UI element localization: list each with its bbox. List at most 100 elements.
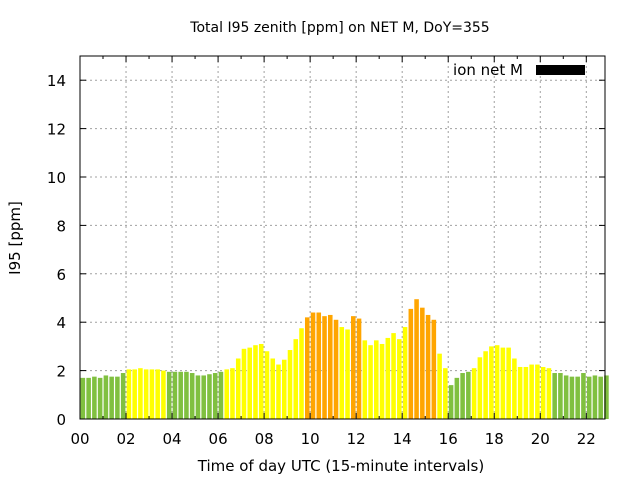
bar	[368, 345, 373, 419]
x-tick-label: 10	[301, 430, 320, 448]
x-tick-label: 20	[531, 430, 550, 448]
bar	[86, 377, 91, 419]
bar	[397, 339, 402, 419]
bar	[103, 375, 109, 419]
bar	[345, 329, 350, 419]
bar	[166, 371, 172, 419]
bar	[270, 358, 276, 419]
bar	[379, 343, 385, 419]
x-tick-label: 00	[70, 430, 89, 448]
bar	[132, 369, 137, 419]
bar	[586, 376, 592, 419]
bar	[483, 351, 488, 419]
bar	[224, 369, 229, 419]
bar	[161, 370, 166, 419]
bar	[281, 359, 287, 419]
x-tick-label: 16	[439, 430, 458, 448]
bar	[333, 319, 339, 419]
bar	[477, 357, 483, 419]
bar	[402, 327, 408, 419]
bar	[494, 345, 500, 419]
bar	[327, 314, 333, 419]
bar	[207, 374, 212, 419]
x-tick-label: 06	[209, 430, 228, 448]
chart-title: Total I95 zenith [ppm] on NET M, DoY=355	[189, 20, 489, 36]
legend: ion net M	[453, 61, 585, 79]
bar	[184, 371, 189, 419]
bar	[235, 358, 241, 419]
bar	[374, 340, 379, 419]
bar	[425, 314, 431, 419]
bar	[155, 369, 160, 419]
bar	[97, 377, 103, 419]
bar	[195, 375, 201, 419]
bar	[351, 316, 356, 419]
bar	[362, 340, 368, 419]
bar	[460, 373, 465, 419]
bar	[437, 353, 442, 419]
ticks	[79, 56, 605, 420]
grid	[80, 56, 605, 419]
bar	[247, 347, 253, 419]
bar	[322, 316, 327, 419]
bar	[126, 369, 132, 419]
x-tick-label: 02	[116, 430, 135, 448]
bar	[414, 299, 419, 419]
bar	[535, 364, 540, 419]
bar	[563, 375, 569, 419]
bar	[143, 369, 149, 419]
bar	[443, 368, 448, 419]
bar	[512, 358, 517, 419]
legend-swatch	[536, 65, 585, 75]
y-tick-label: 12	[47, 121, 66, 139]
y-tick-label: 4	[56, 314, 66, 332]
y-tick-label: 6	[56, 266, 66, 284]
bar	[517, 366, 523, 419]
x-axis-label: Time of day UTC (15-minute intervals)	[197, 457, 484, 475]
bar	[115, 376, 120, 419]
bar	[569, 376, 575, 419]
x-tick-label: 08	[255, 430, 274, 448]
bar	[546, 368, 552, 419]
bar	[172, 371, 178, 419]
x-tick-label: 14	[393, 430, 412, 448]
bar	[212, 373, 218, 419]
x-tick-labels: 00 02 04 06 08 10 12 14 16 18 20 22	[70, 430, 595, 448]
bar	[310, 312, 316, 419]
y-tick-label: 8	[56, 217, 66, 235]
x-tick-label: 04	[163, 430, 182, 448]
bar	[552, 373, 557, 419]
y-tick-label: 2	[56, 363, 66, 381]
bar	[201, 375, 206, 419]
bar	[391, 333, 396, 419]
bar	[109, 376, 114, 419]
bars	[80, 299, 609, 419]
y-axis-label: I95 [ppm]	[6, 201, 24, 275]
legend-label: ion net M	[453, 61, 523, 79]
bar	[258, 343, 264, 419]
bar	[529, 364, 534, 419]
bar	[471, 368, 477, 419]
bar	[138, 368, 143, 419]
bar	[80, 377, 86, 419]
y-tick-label: 0	[56, 411, 66, 429]
bar	[218, 371, 224, 419]
bar	[241, 348, 247, 419]
plot-frame	[79, 55, 606, 420]
bar	[92, 376, 97, 419]
x-tick-label: 18	[485, 430, 504, 448]
bar	[489, 346, 494, 419]
bar	[448, 385, 454, 419]
bar	[506, 347, 511, 419]
bar	[500, 347, 506, 419]
y-tick-label: 14	[47, 72, 66, 90]
bar	[581, 373, 586, 419]
bar	[385, 337, 391, 419]
y-tick-labels: 0 2 4 6 8 10 12 14	[47, 72, 66, 429]
bar	[454, 377, 460, 419]
bar	[540, 366, 546, 419]
bar	[356, 318, 362, 419]
bar	[304, 317, 310, 419]
bar	[431, 319, 437, 419]
